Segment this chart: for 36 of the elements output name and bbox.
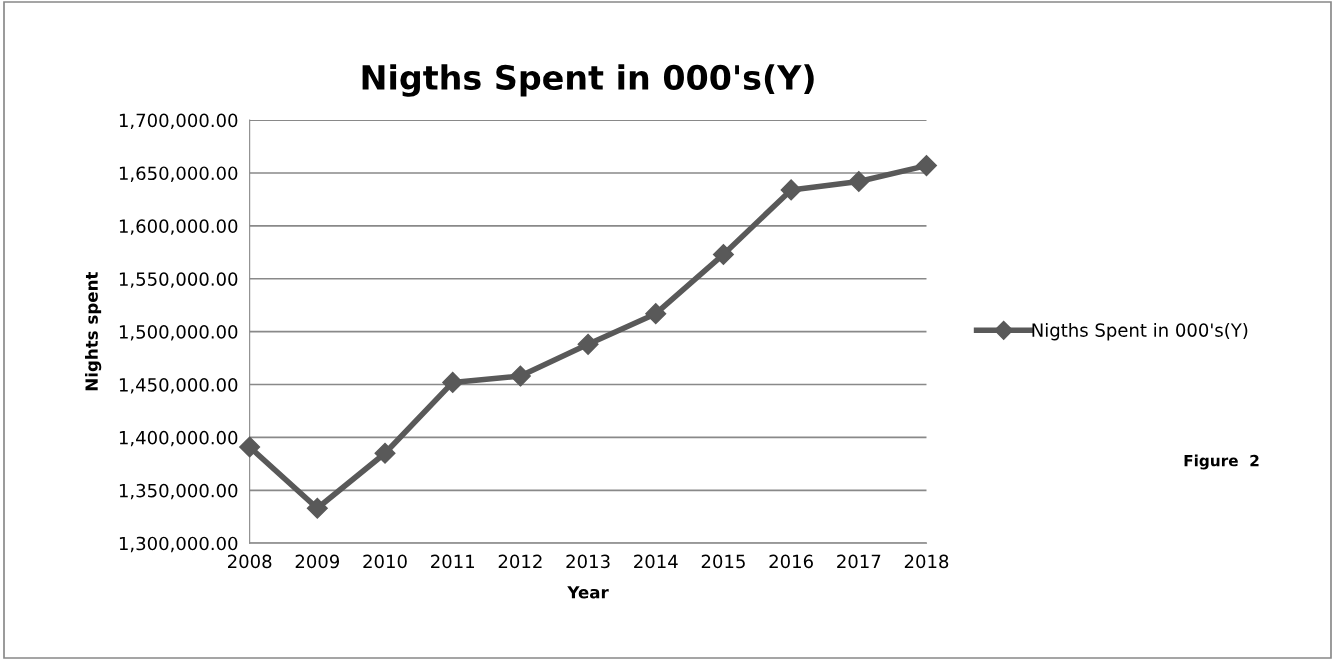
caption: Figure 2 [1184, 454, 1259, 470]
y-tick-label: 1,400,000.00 [119, 430, 238, 447]
x-tick-label: 2017 [837, 554, 881, 569]
point [577, 333, 599, 355]
point [509, 365, 531, 387]
x-tick-label: 2018 [904, 554, 949, 569]
y-tick-label: 1,500,000.00 [119, 325, 238, 341]
x-tick-label: 2016 [769, 554, 813, 569]
point [645, 303, 667, 325]
y-tick-label: 1,550,000.00 [119, 272, 238, 288]
y-tick-label: 1,650,000.00 [119, 166, 238, 182]
x-tick-label: 2015 [701, 554, 745, 569]
x-tick-label: 2010 [363, 554, 407, 569]
y-tick-label: 1,450,000.00 [119, 377, 238, 394]
y-tick-label: 1,700,000.00 [119, 113, 238, 130]
point [915, 155, 938, 177]
x-tick-label: 2009 [295, 554, 340, 569]
y-tick-label: 1,600,000.00 [119, 219, 238, 235]
point [374, 442, 396, 464]
x-tick-label: 2011 [431, 554, 475, 569]
point [239, 436, 261, 458]
point [306, 497, 328, 519]
point [780, 179, 802, 201]
y-tick-label: 1,350,000.00 [119, 483, 238, 500]
y-axis-title: Nights spent [85, 271, 102, 391]
point [712, 243, 734, 265]
point [848, 170, 870, 192]
x-tick-label: 2013 [566, 554, 610, 569]
chart-title: Nigths Spent in 000's(Y) [362, 64, 814, 97]
point [442, 371, 464, 393]
y-tick-label: 1,300,000.00 [119, 536, 238, 553]
x-axis-title: Year [567, 586, 609, 599]
x-tick-label: 2008 [227, 554, 272, 569]
x-tick-label: 2014 [634, 554, 678, 569]
x-tick-label: 2012 [498, 554, 542, 569]
legend-label: Nigths Spent in 000's(Y) [1032, 322, 1248, 341]
